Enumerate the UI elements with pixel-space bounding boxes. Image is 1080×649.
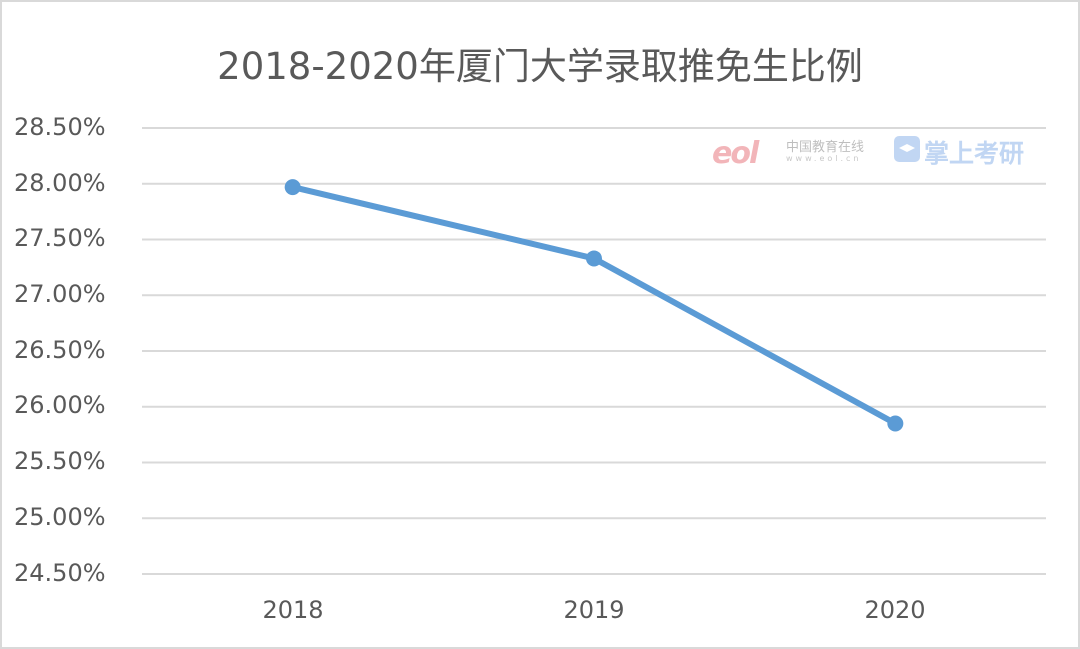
data-markers bbox=[284, 179, 904, 432]
x-tick-label: 2018 bbox=[262, 596, 324, 624]
watermark: eol 中国教育在线 www.eol.cn 掌上考研 bbox=[710, 134, 1050, 171]
watermark-brand: 掌上考研 bbox=[924, 139, 1025, 168]
y-tick-label: 28.00% bbox=[14, 169, 106, 197]
graduation-cap-icon bbox=[894, 136, 920, 162]
y-tick-label: 27.00% bbox=[14, 280, 106, 308]
y-tick-label: 25.50% bbox=[14, 447, 106, 475]
data-point-marker bbox=[586, 250, 602, 267]
eol-logo-icon: eol bbox=[712, 136, 759, 171]
y-tick-label: 25.00% bbox=[14, 503, 106, 531]
y-tick-label: 26.50% bbox=[14, 336, 106, 364]
watermark-site-url: www.eol.cn bbox=[786, 154, 862, 163]
series-line bbox=[289, 184, 899, 427]
y-tick-label: 28.50% bbox=[14, 113, 106, 141]
chart-title: 2018-2020年厦门大学录取推免生比例 bbox=[217, 45, 863, 88]
x-tick-label: 2019 bbox=[563, 596, 625, 624]
y-tick-label: 26.00% bbox=[14, 391, 106, 419]
gridlines bbox=[142, 127, 1046, 575]
y-tick-label: 24.50% bbox=[14, 559, 106, 587]
data-point-marker bbox=[887, 415, 904, 432]
x-tick-label: 2020 bbox=[864, 596, 926, 624]
data-point-marker bbox=[284, 179, 301, 196]
y-tick-label: 27.50% bbox=[14, 224, 106, 252]
watermark-site-name: 中国教育在线 bbox=[786, 140, 865, 155]
